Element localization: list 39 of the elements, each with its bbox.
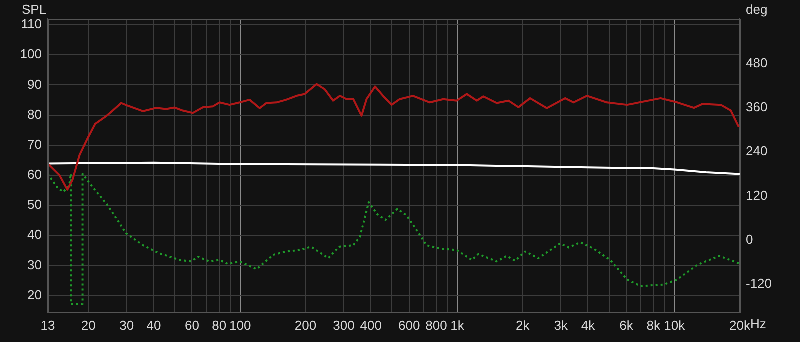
y-tick-label: 110 [21, 16, 42, 32]
y2-tick-label: 480 [746, 55, 768, 70]
y-tick-label: 50 [28, 197, 42, 212]
x-tick-label: 10k [664, 318, 686, 333]
x-tick-label: 60 [184, 318, 200, 333]
y2-tick-label: 360 [746, 100, 768, 115]
x-tick-label: 400 [360, 318, 382, 333]
y-tick-label: 20 [28, 287, 42, 302]
x-tick-label: 13 [40, 318, 56, 333]
y2-tick-label: 240 [746, 144, 768, 159]
x-tick-label: 80 [212, 318, 227, 333]
y2-tick-label: -120 [746, 276, 772, 292]
x-tick-label: 3k [554, 318, 568, 333]
x-tick-label: 800 [426, 318, 448, 333]
x-tick-label: 4k [581, 318, 596, 333]
y2-tick-label: 0 [746, 232, 754, 247]
y-tick-label: 80 [28, 106, 42, 122]
y-axis-title: SPL [22, 2, 47, 17]
x-tick-label: 100 [230, 318, 252, 333]
y-tick-label: 40 [28, 227, 42, 242]
y-tick-label: 70 [28, 136, 42, 152]
x-tick-label: 6k [620, 318, 634, 333]
x-tick-label: 2k [516, 318, 530, 333]
y-tick-label: 60 [28, 167, 42, 182]
x-tick-label: 30 [120, 318, 134, 333]
x-tick-label: 8k [646, 318, 661, 333]
x-tick-label: 600 [398, 318, 420, 333]
y-tick-label: 100 [20, 46, 42, 62]
y2-tick-label: 120 [746, 188, 768, 203]
x-axis-title: Hz [750, 316, 766, 332]
x-tick-label: 200 [294, 318, 317, 333]
x-tick-label: 20 [81, 318, 96, 333]
x-tick-label: 20k [730, 318, 751, 333]
x-tick-label: 40 [146, 318, 162, 333]
y-tick-label: 30 [28, 257, 42, 272]
y-tick-label: 90 [28, 76, 42, 92]
y2-axis-title: deg [746, 2, 768, 17]
x-tick-label: 1k [450, 318, 465, 333]
x-tick-label: 300 [333, 318, 355, 333]
